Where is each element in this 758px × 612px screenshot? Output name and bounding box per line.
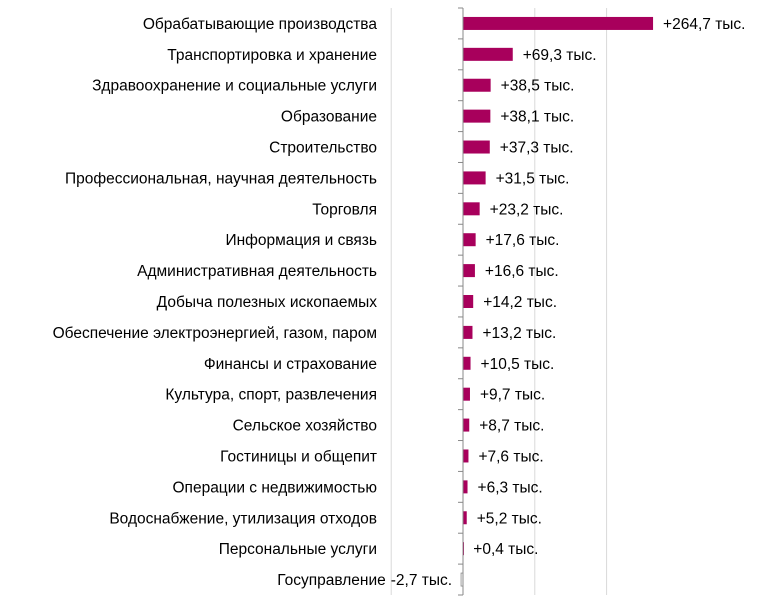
bar — [463, 16, 654, 30]
category-label: Финансы и страхование — [204, 356, 377, 373]
data-label: -2,7 тыс. — [391, 572, 452, 589]
category-label: Строительство — [269, 140, 377, 157]
bar — [463, 356, 471, 370]
value-labels: +264,7 тыс. +69,3 тыс. +38,5 тыс. +38,1 тыс… — [391, 16, 746, 589]
data-label: +38,5 тыс. — [501, 78, 575, 95]
data-label: +10,5 тыс. — [481, 356, 555, 373]
bar — [463, 140, 490, 154]
bar — [463, 449, 469, 463]
data-label: +14,2 тыс. — [483, 294, 557, 311]
data-label: +31,5 тыс. — [496, 170, 570, 187]
bar — [463, 480, 468, 494]
bar — [463, 295, 474, 308]
data-label: +8,7 тыс. — [479, 418, 544, 435]
category-label: Обрабатывающие производства — [143, 16, 378, 33]
data-label: +9,7 тыс. — [480, 387, 545, 404]
category-label: Торговля — [312, 201, 377, 218]
data-label: +0,4 тыс. — [473, 541, 538, 558]
bar — [463, 387, 470, 401]
category-label: Операции с недвижимостью — [173, 479, 378, 496]
data-label: +264,7 тыс. — [663, 16, 745, 33]
data-label: +16,6 тыс. — [485, 263, 559, 280]
category-label: Транспортировка и хранение — [167, 47, 377, 64]
bar — [463, 511, 467, 525]
category-label: Информация и связь — [225, 232, 377, 249]
bar — [463, 264, 475, 278]
bar — [463, 233, 476, 247]
bar — [463, 78, 491, 92]
bar — [463, 418, 470, 432]
bar — [463, 202, 480, 216]
data-label: +6,3 тыс. — [478, 479, 543, 496]
category-label: Водоснабжение, утилизация отходов — [109, 510, 377, 527]
data-label: +5,2 тыс. — [477, 510, 542, 527]
category-label: Добыча полезных ископаемых — [157, 294, 378, 311]
category-label: Административная деятельность — [137, 263, 377, 280]
category-label: Профессиональная, научная деятельность — [65, 170, 377, 187]
category-label: Обеспечение электроэнергией, газом, паро… — [53, 325, 377, 342]
category-label: Сельское хозяйство — [233, 418, 377, 435]
bar — [463, 171, 486, 185]
category-label: Образование — [281, 109, 377, 126]
category-label: Персональные услуги — [219, 541, 377, 558]
category-label: Гостиницы и общепит — [220, 448, 377, 465]
bar — [463, 325, 473, 339]
bars — [460, 16, 654, 587]
category-label: Госуправление — [277, 572, 386, 589]
bar — [463, 47, 513, 61]
bar — [463, 109, 491, 123]
category-labels: Обрабатывающие производства Транспортиров… — [53, 16, 386, 589]
y-axis — [458, 7, 464, 596]
data-label: +7,6 тыс. — [478, 448, 543, 465]
data-label: +38,1 тыс. — [500, 109, 574, 126]
gridlines — [390, 8, 608, 595]
data-label: +13,2 тыс. — [482, 325, 556, 342]
category-label: Здравоохранение и социальные услуги — [92, 78, 377, 95]
data-label: +23,2 тыс. — [490, 201, 564, 218]
category-label: Культура, спорт, развлечения — [165, 387, 377, 404]
data-label: +37,3 тыс. — [500, 140, 574, 157]
data-label: +69,3 тыс. — [523, 47, 597, 64]
data-label: +17,6 тыс. — [486, 232, 560, 249]
